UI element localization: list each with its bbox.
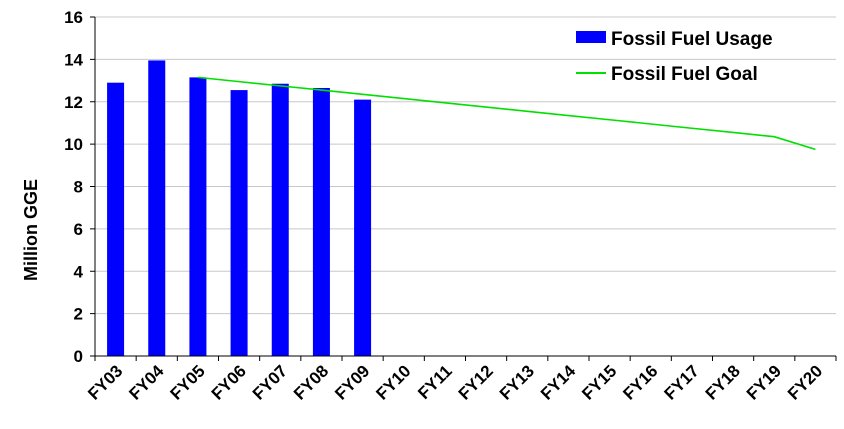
x-tick-label: FY10 [372, 361, 414, 403]
x-tick-label: FY16 [619, 361, 661, 403]
y-tick-label: 0 [74, 347, 83, 366]
x-tick-label: FY05 [167, 361, 209, 403]
y-tick-labels: 0 2 4 6 8 10 12 14 16 [64, 8, 83, 366]
x-tick-label: FY19 [743, 361, 785, 403]
x-tick-label: FY11 [414, 361, 456, 403]
bar-fy08 [312, 87, 330, 357]
legend: Fossil Fuel Usage Fossil Fuel Goal [576, 29, 773, 85]
y-axis-title: Million GGE [21, 179, 41, 281]
x-tick-label: FY14 [537, 361, 580, 404]
x-tick-label: FY04 [125, 361, 168, 404]
axes [90, 16, 837, 361]
x-tick-label: FY20 [784, 361, 826, 403]
x-tick-label: FY06 [208, 361, 250, 403]
y-tick-label: 16 [64, 8, 83, 27]
x-tick-label: FY17 [661, 361, 703, 403]
legend-label-goal: Fossil Fuel Goal [611, 64, 758, 85]
legend-label-usage: Fossil Fuel Usage [611, 29, 773, 50]
x-tick-label: FY12 [455, 361, 497, 403]
gridlines [95, 16, 836, 315]
y-tick-label: 2 [74, 305, 83, 324]
legend-swatch-usage [576, 31, 606, 43]
x-tick-label: FY15 [578, 361, 620, 403]
x-tick-label: FY13 [496, 361, 538, 403]
y-tick-label: 6 [74, 220, 83, 239]
bar-fy06 [230, 90, 248, 357]
goal-line-layer [197, 76, 816, 151]
x-tick-label: FY08 [290, 361, 332, 403]
bar-fy03 [107, 82, 125, 357]
x-tick-label: FY18 [702, 361, 744, 403]
y-tick-label: 4 [74, 262, 84, 281]
x-tick-label: FY09 [331, 361, 373, 403]
bar-fy05 [189, 77, 207, 357]
y-tick-label: 14 [64, 50, 83, 69]
y-tick-label: 8 [74, 178, 83, 197]
bar-fy04 [148, 60, 166, 356]
y-tick-label: 12 [64, 93, 83, 112]
bar-fy09 [354, 99, 372, 356]
fossil-fuel-goal-line [197, 76, 816, 151]
bars [107, 60, 372, 357]
x-tick-label: FY03 [84, 361, 126, 403]
y-tick-label: 10 [64, 135, 83, 154]
bar-fy07 [271, 83, 289, 356]
x-tick-label: FY07 [249, 361, 291, 403]
